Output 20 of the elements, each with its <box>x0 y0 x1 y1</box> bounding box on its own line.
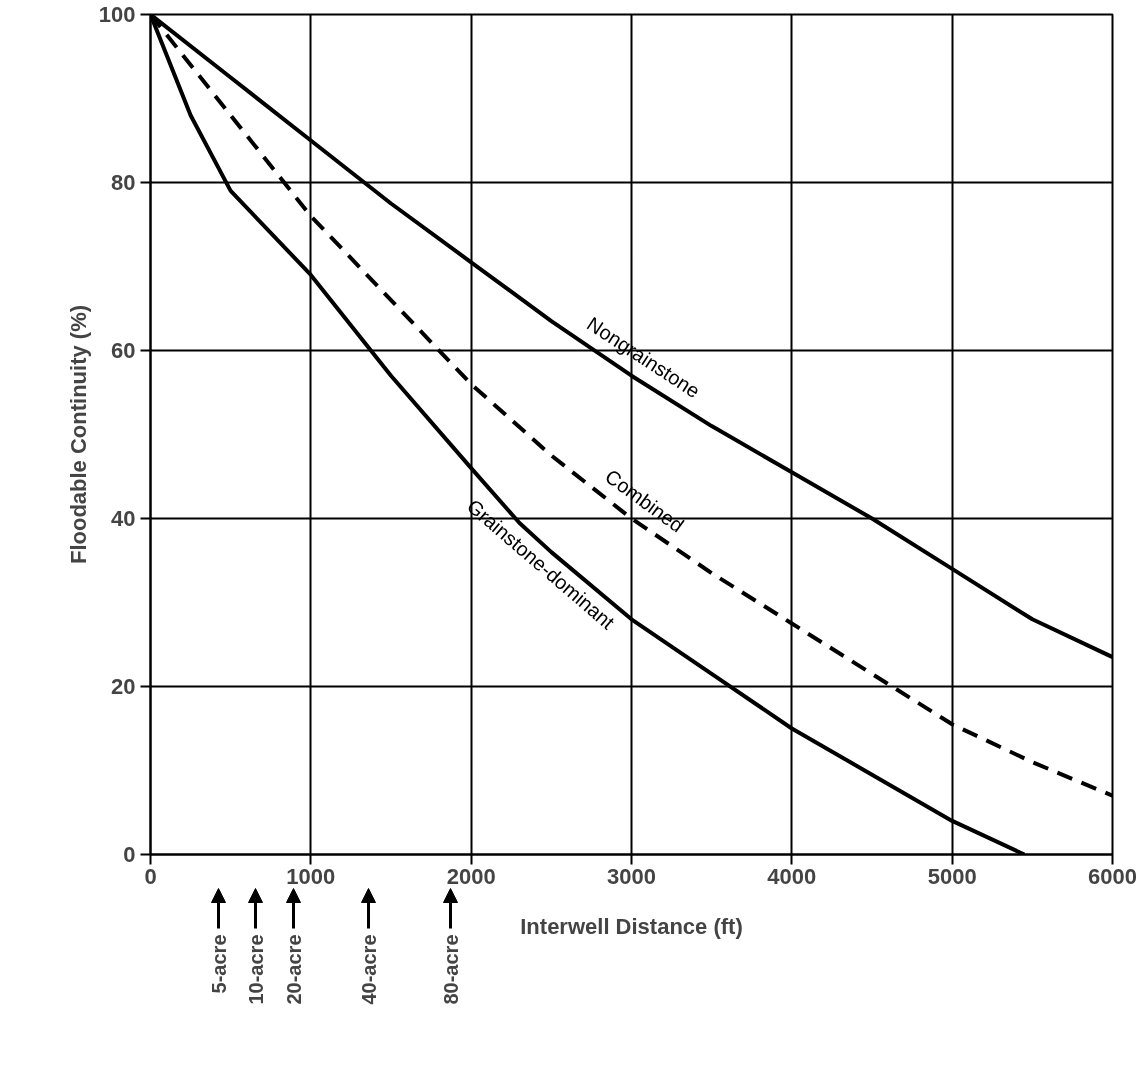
x-axis-title: Interwell Distance (ft) <box>520 914 743 939</box>
y-axis-title: Floodable Continuity (%) <box>65 304 91 565</box>
x-tick-label: 5000 <box>927 863 977 889</box>
x-tick-label: 2000 <box>446 863 496 889</box>
y-tick-label: 40 <box>111 506 136 531</box>
x-tick-label: 1000 <box>286 863 336 889</box>
x-tick-label: 3000 <box>607 863 656 889</box>
text: 40-acre <box>357 934 380 1005</box>
y-tick-label: 0 <box>123 842 136 867</box>
y-tick-label: 100 <box>98 2 136 27</box>
x-tick-label: 6000 <box>1088 863 1137 889</box>
y-tick-label: 60 <box>111 338 136 363</box>
x-tick-label: 0 <box>144 863 157 889</box>
text: 20-acre <box>282 934 305 1005</box>
text: 5-acre <box>207 934 230 994</box>
text: 80-acre <box>439 934 462 1005</box>
x-tick-label: 4000 <box>767 863 817 889</box>
text: 10-acre <box>244 934 267 1005</box>
y-tick-label: 20 <box>111 674 136 699</box>
y-tick-label: 80 <box>111 170 136 195</box>
